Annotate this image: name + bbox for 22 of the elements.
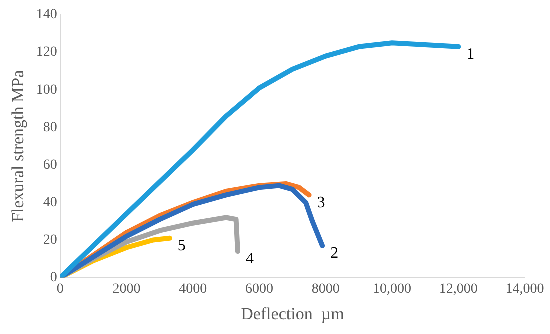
y-tick-label: 120	[36, 45, 58, 60]
y-axis-title: Flexural strength MPa	[8, 70, 28, 222]
y-tick-label: 40	[43, 195, 58, 210]
x-tick-label: 6000	[246, 282, 274, 297]
y-tick-label: 100	[36, 82, 58, 98]
series-label: 5	[178, 238, 186, 255]
x-tick-label: 8000	[312, 282, 340, 297]
series-label: 2	[330, 245, 339, 262]
series-label: 4	[246, 250, 254, 268]
series-label: 3	[317, 194, 326, 212]
x-tick-label: 14,000	[506, 282, 544, 297]
series-label: 1	[466, 46, 475, 64]
x-tick-label: 10,000	[373, 282, 412, 297]
y-tick-label: 0	[50, 270, 58, 286]
y-tick-label: 140	[36, 8, 58, 23]
x-tick-label: 2000	[112, 282, 141, 297]
x-tick-label: 4000	[179, 282, 208, 297]
y-tick-label: 20	[43, 232, 58, 248]
x-tick-label: 12,000	[439, 282, 478, 297]
y-tick-label: 80	[43, 120, 58, 136]
y-tick-label: 60	[43, 158, 58, 173]
x-axis-title: Deflection µm	[241, 304, 344, 324]
